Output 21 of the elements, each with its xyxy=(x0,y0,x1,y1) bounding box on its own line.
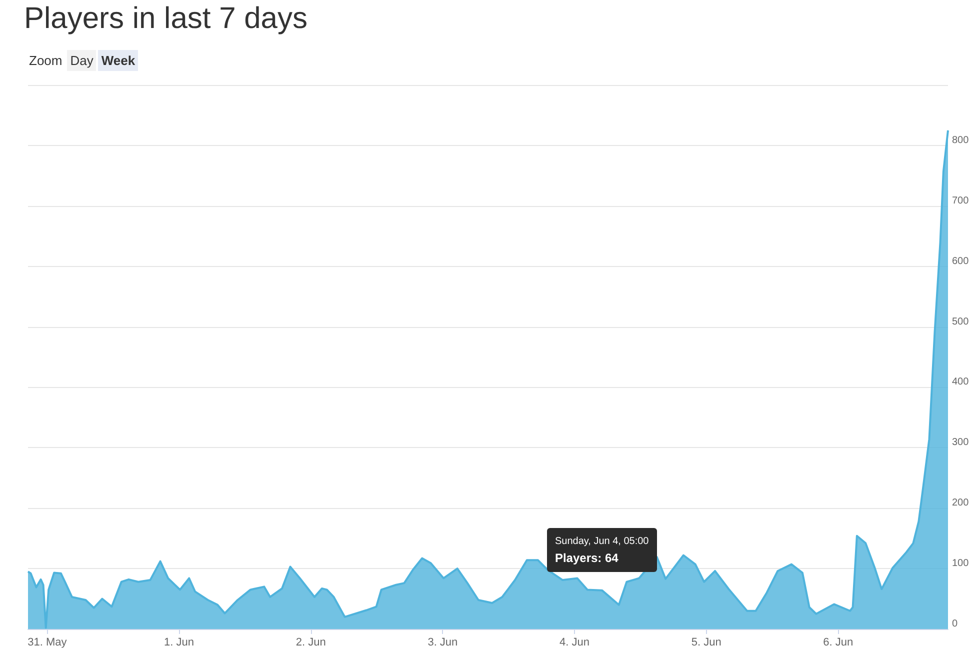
y-tick-label: 700 xyxy=(952,195,970,206)
y-tick-label: 0 xyxy=(952,618,958,630)
y-tick-label: 300 xyxy=(952,437,970,448)
y-tick-label: 400 xyxy=(952,376,970,388)
x-tick-label: 3. Jun xyxy=(428,636,458,648)
text: Day xyxy=(67,50,96,71)
x-tick-label: 4. Jun xyxy=(560,636,590,648)
x-tick-label: 1. Jun xyxy=(164,636,194,648)
y-tick-label: 100 xyxy=(952,558,970,570)
x-tick-label: 5. Jun xyxy=(691,636,722,648)
chart-title: Players in last 7 days xyxy=(24,2,308,36)
text: Week xyxy=(98,50,138,71)
x-tick-label: 2. Jun xyxy=(296,636,326,648)
y-tick-label: 800 xyxy=(952,134,970,146)
text: Zoom xyxy=(28,52,64,70)
x-tick-label: 31. May xyxy=(28,636,68,648)
x-tick-label: 6. Jun xyxy=(823,636,854,648)
y-tick-label: 200 xyxy=(952,498,970,509)
y-tick-label: 600 xyxy=(952,256,970,267)
y-tick-label: 500 xyxy=(952,316,970,328)
annotation: Sunday, Jun 4, 05:00 Players: 64 xyxy=(554,535,649,566)
